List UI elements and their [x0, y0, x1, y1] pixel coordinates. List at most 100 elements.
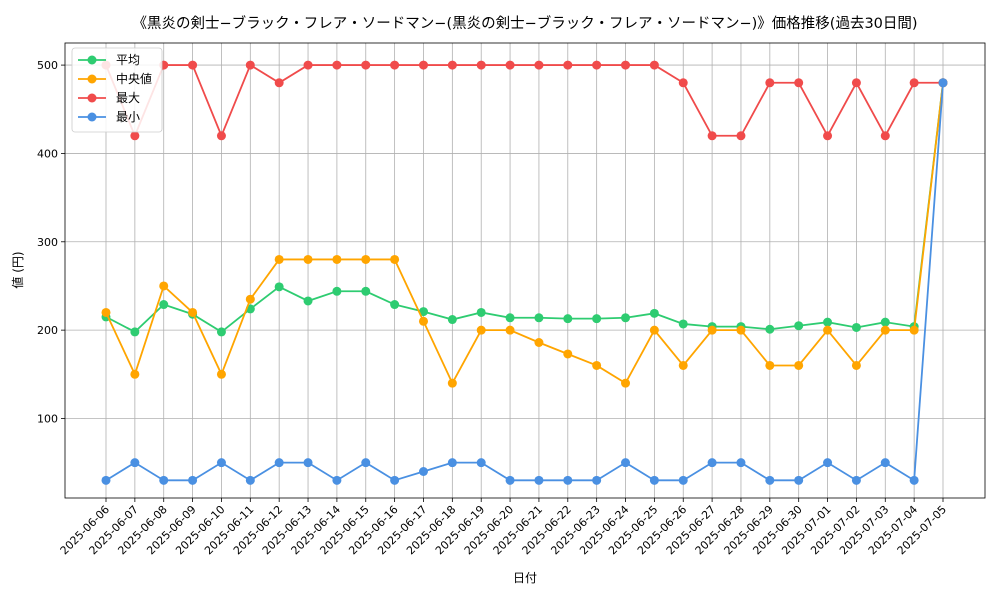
- data-point: [418, 60, 428, 70]
- y-tick-label: 400: [37, 147, 58, 160]
- data-point: [823, 325, 833, 335]
- data-point: [303, 254, 313, 264]
- data-point: [765, 78, 775, 88]
- data-point: [678, 78, 688, 88]
- data-point: [621, 313, 631, 323]
- data-point: [505, 325, 515, 335]
- data-point: [765, 324, 775, 334]
- data-point: [880, 131, 890, 141]
- legend-box: [71, 47, 163, 133]
- y-tick-label: 100: [37, 412, 58, 425]
- data-point: [159, 475, 169, 485]
- data-point: [505, 60, 515, 70]
- data-point: [476, 325, 486, 335]
- data-point: [736, 131, 746, 141]
- data-point: [390, 475, 400, 485]
- data-point: [505, 475, 515, 485]
- legend-item: 中央値: [78, 71, 152, 86]
- data-point: [303, 296, 313, 306]
- data-point: [505, 313, 515, 323]
- data-point: [332, 475, 342, 485]
- data-point: [534, 338, 544, 348]
- data-point: [851, 322, 861, 332]
- data-point: [245, 294, 255, 304]
- data-point: [823, 131, 833, 141]
- data-point: [303, 60, 313, 70]
- x-axis-ticks: 2025-06-062025-06-072025-06-082025-06-09…: [58, 498, 949, 557]
- data-point: [418, 307, 428, 317]
- data-point: [880, 317, 890, 327]
- legend-marker: [87, 74, 97, 84]
- data-point: [736, 325, 746, 335]
- data-point: [563, 314, 573, 324]
- data-point: [649, 475, 659, 485]
- data-point: [130, 369, 140, 379]
- data-point: [794, 78, 804, 88]
- data-point: [159, 300, 169, 310]
- data-point: [216, 327, 226, 337]
- data-point: [736, 458, 746, 468]
- data-point: [101, 307, 111, 317]
- legend-item: 平均: [78, 53, 140, 67]
- data-point: [563, 60, 573, 70]
- data-point: [245, 60, 255, 70]
- data-point: [621, 458, 631, 468]
- legend-item: 最大: [78, 91, 140, 105]
- data-point: [851, 78, 861, 88]
- y-tick-label: 500: [37, 59, 58, 72]
- data-point: [447, 60, 457, 70]
- data-point: [188, 60, 198, 70]
- series-4: [101, 78, 948, 485]
- data-point: [909, 78, 919, 88]
- legend-label: 最小: [116, 110, 140, 124]
- series-layer: [101, 60, 948, 485]
- data-point: [390, 60, 400, 70]
- data-point: [707, 325, 717, 335]
- data-point: [476, 60, 486, 70]
- data-point: [621, 378, 631, 388]
- data-point: [534, 475, 544, 485]
- data-point: [649, 60, 659, 70]
- data-point: [909, 325, 919, 335]
- data-point: [216, 369, 226, 379]
- data-point: [794, 321, 804, 331]
- data-point: [101, 475, 111, 485]
- data-point: [851, 360, 861, 370]
- data-point: [534, 313, 544, 323]
- data-point: [418, 316, 428, 326]
- data-point: [188, 307, 198, 317]
- data-point: [678, 475, 688, 485]
- data-point: [476, 458, 486, 468]
- series-1: [101, 78, 948, 337]
- data-point: [274, 254, 284, 264]
- legend-marker: [87, 112, 97, 122]
- legend-item: 最小: [78, 110, 140, 124]
- data-point: [534, 60, 544, 70]
- data-point: [794, 475, 804, 485]
- data-point: [130, 458, 140, 468]
- data-point: [592, 60, 602, 70]
- data-point: [390, 254, 400, 264]
- data-point: [592, 360, 602, 370]
- y-tick-label: 200: [37, 324, 58, 337]
- data-point: [216, 458, 226, 468]
- data-point: [707, 458, 717, 468]
- data-point: [245, 475, 255, 485]
- data-point: [447, 378, 457, 388]
- data-point: [476, 307, 486, 317]
- data-point: [851, 475, 861, 485]
- legend-label: 平均: [116, 53, 140, 67]
- data-point: [418, 466, 428, 476]
- data-point: [765, 360, 775, 370]
- data-point: [130, 131, 140, 141]
- data-point: [823, 458, 833, 468]
- y-axis-label: 値 (円): [10, 251, 25, 288]
- data-point: [880, 458, 890, 468]
- data-point: [909, 475, 919, 485]
- data-point: [274, 282, 284, 292]
- data-point: [678, 360, 688, 370]
- data-point: [274, 458, 284, 468]
- data-point: [390, 300, 400, 310]
